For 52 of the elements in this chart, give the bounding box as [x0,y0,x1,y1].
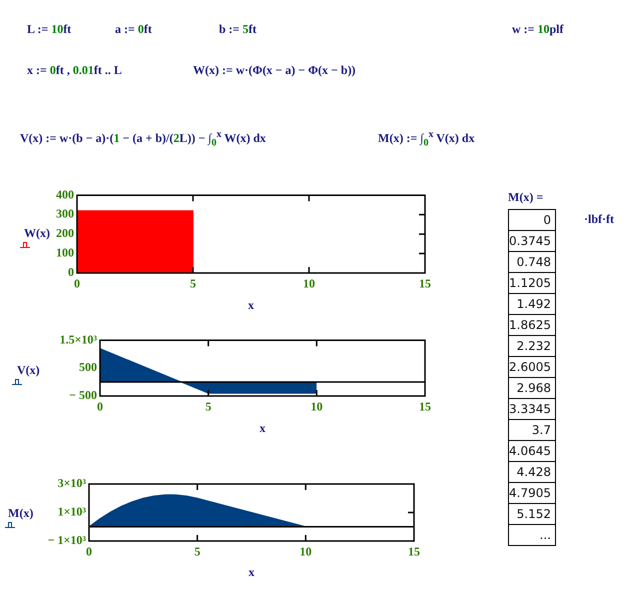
category-label: 0.748 [508,252,556,272]
text: b := 5ft [219,22,257,37]
y-tick-label: 1.5×10³ [60,332,98,346]
category-label: 3.3345 [508,398,556,420]
y-tick-label: − 500 [69,388,97,402]
x-tick-label: 15 [408,544,420,558]
y-axis-title: V(x) [17,363,40,377]
category-label: 4.0645 [508,440,556,462]
text: a := 0ft [115,22,152,37]
text: V(x) := w·(b − a)·(1 − (a + b)/(2L)) − ∫$_{0}$$^{x}$ W(x) dx [20,128,266,150]
x-tick-label: 10 [300,544,312,558]
y-axis-title: W(x) [24,226,50,240]
text: M(x) := ∫$_{0}$$^{x}$ V(x) dx [378,128,475,150]
category-label: 4.428 [508,462,556,482]
text: M(x) = [508,190,544,205]
category-label: 4.7905 [508,482,556,504]
y-tick-label: 500 [79,360,97,374]
x-tick-label: 5 [205,399,212,414]
y-tick-label: 400 [56,187,74,202]
text: w := 10plf [512,22,564,37]
x-tick-label: 5 [190,276,196,290]
x-axis-title: x [260,420,266,435]
text: L := 10ft [27,22,72,37]
y-tick-label: 0 [68,265,74,280]
text: x := 0ft , 0.01ft .. L [27,63,122,78]
y-axis-title: M(x) [8,506,34,520]
y-tick-label: 100 [56,246,74,260]
y-tick-label: − 1×10³ [48,533,86,548]
x-tick-label: 15 [419,399,431,414]
x-tick-label: 15 [419,276,431,290]
category-label: 2.232 [508,336,556,356]
category-label: 2.968 [508,378,556,398]
category-label: 1.8625 [508,314,556,336]
category-label: 0 [508,210,556,230]
category-label: 0.3745 [508,230,556,252]
x-axis-title: x [248,564,254,579]
x-tick-label: 10 [310,399,323,414]
category-label: ... [508,524,556,546]
x-tick-label: 5 [194,544,200,558]
category-label: 3.7 [508,420,556,440]
x-tick-label: 10 [303,276,315,290]
y-tick-label: 300 [56,206,74,221]
x-axis-title: x [248,298,254,312]
y-tick-label: 3×10³ [58,476,86,490]
category-label: 1.1205 [508,272,556,294]
category-label: 5.152 [508,504,556,524]
y-tick-label: 200 [56,226,74,240]
category-label: 2.6005 [508,356,556,378]
y-tick-label: 1×10³ [58,504,86,519]
text: ·lbf·ft [584,212,614,227]
text: W(x) := w·(Φ(x − a) − Φ(x − b)) [193,63,356,78]
category-label: 1.492 [508,294,556,314]
